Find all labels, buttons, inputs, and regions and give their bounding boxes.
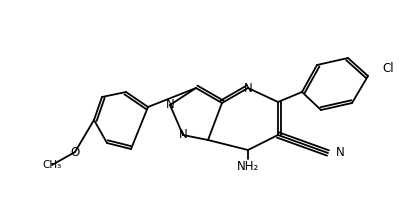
Text: Cl: Cl <box>382 61 394 74</box>
Text: CH₃: CH₃ <box>42 160 62 170</box>
Text: N: N <box>336 147 345 160</box>
Text: N: N <box>166 99 174 112</box>
Text: N: N <box>179 128 187 141</box>
Text: O: O <box>70 145 80 158</box>
Text: NH₂: NH₂ <box>237 160 259 173</box>
Text: N: N <box>244 82 252 95</box>
